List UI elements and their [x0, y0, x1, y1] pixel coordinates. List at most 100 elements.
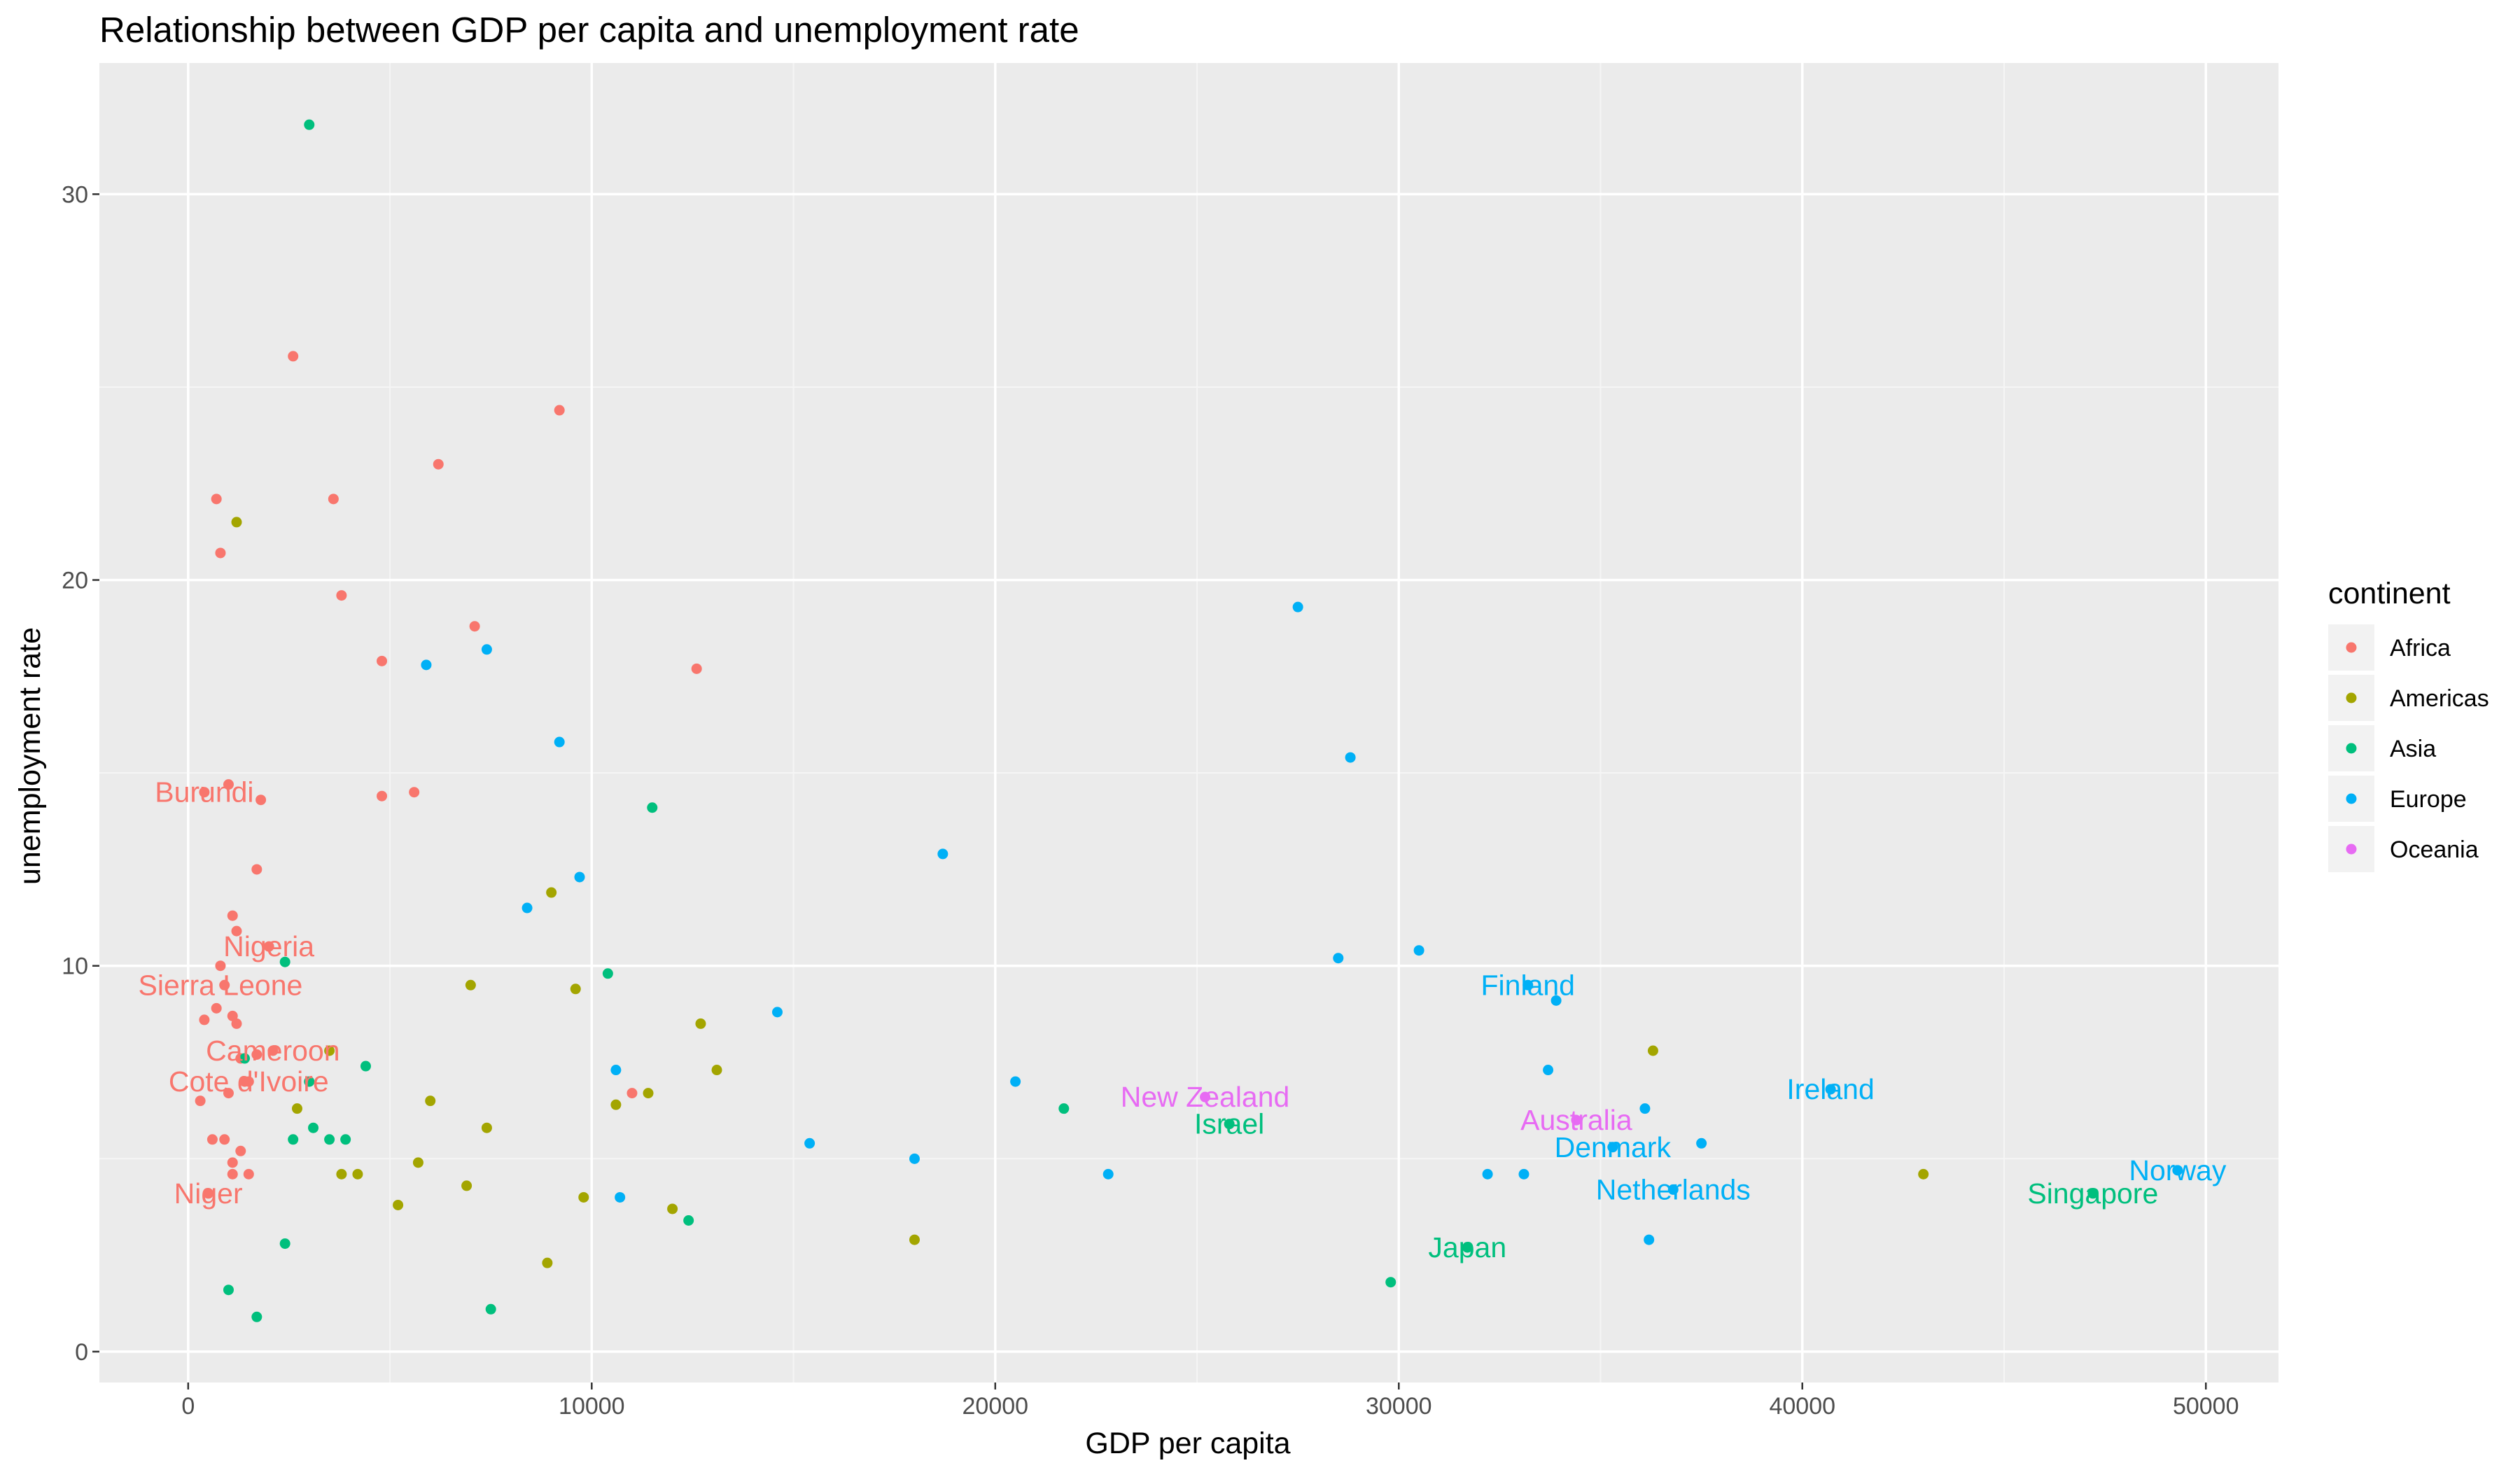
data-point — [1058, 1103, 1070, 1114]
panel-background — [99, 63, 2278, 1382]
data-point — [1543, 1065, 1554, 1076]
data-point — [255, 794, 267, 806]
data-point — [279, 1238, 290, 1250]
point-label: Nigeria — [223, 930, 314, 962]
data-point — [304, 1076, 315, 1087]
data-point — [647, 802, 658, 813]
data-point — [554, 405, 565, 416]
point-label: Niger — [174, 1177, 243, 1210]
data-point — [203, 1188, 214, 1199]
x-axis-title: GDP per capita — [1085, 1427, 1290, 1460]
point-label: Finland — [1481, 969, 1575, 1001]
y-axis: 0 10 20 30 — [62, 181, 99, 1366]
data-point — [412, 1157, 424, 1168]
grid-lines — [99, 63, 2278, 1382]
data-points — [195, 119, 2183, 1322]
x-axis: 0 10000 20000 30000 40000 50000 — [181, 1382, 2239, 1420]
data-point — [1102, 1168, 1114, 1180]
legend-label: Americas — [2390, 685, 2489, 712]
data-point — [308, 1122, 319, 1133]
data-point — [1413, 945, 1424, 956]
data-point — [1918, 1168, 1929, 1180]
data-point — [1200, 1091, 1211, 1102]
data-point — [937, 848, 948, 860]
legend-label: Africa — [2390, 635, 2451, 662]
data-point — [219, 1134, 230, 1145]
point-label: Israel — [1194, 1108, 1264, 1140]
data-point — [199, 787, 210, 798]
data-point — [195, 1096, 206, 1107]
data-point — [570, 983, 581, 995]
data-point — [695, 1018, 706, 1029]
data-point — [610, 1065, 622, 1076]
y-tick-label: 20 — [62, 568, 88, 594]
data-point — [304, 119, 315, 130]
data-point — [1518, 1168, 1530, 1180]
x-tick-label: 30000 — [1366, 1393, 1432, 1420]
y-tick-label: 10 — [62, 953, 88, 980]
data-point — [324, 1045, 335, 1056]
point-label: Cote d'Ivoire — [169, 1065, 329, 1098]
data-point — [711, 1065, 722, 1076]
data-point — [804, 1138, 816, 1149]
data-point — [243, 1076, 254, 1087]
chart-title: Relationship between GDP per capita and … — [99, 10, 1079, 50]
data-point — [1696, 1138, 1707, 1149]
legend-label: Asia — [2390, 736, 2436, 762]
x-tick-label: 20000 — [962, 1393, 1029, 1420]
data-point — [1345, 752, 1356, 763]
legend-label: Europe — [2390, 786, 2467, 813]
data-point — [251, 1311, 262, 1322]
data-point — [1550, 995, 1562, 1006]
data-point — [1333, 953, 1344, 964]
data-point — [227, 910, 238, 921]
data-point — [239, 1053, 251, 1064]
data-point — [643, 1088, 654, 1099]
data-point — [461, 1180, 472, 1191]
data-point — [340, 1134, 351, 1145]
data-point — [263, 941, 274, 952]
point-label: Australia — [1520, 1104, 1632, 1136]
data-point — [2172, 1165, 2183, 1176]
data-point — [231, 1018, 242, 1029]
data-point — [469, 621, 480, 632]
data-point — [223, 779, 234, 790]
data-point — [243, 1168, 254, 1180]
data-point — [279, 956, 290, 967]
data-point — [546, 887, 557, 898]
data-point — [485, 1303, 496, 1315]
data-point — [433, 458, 444, 470]
data-point — [465, 979, 476, 990]
data-point — [1647, 1045, 1658, 1056]
point-label: Burundi — [155, 776, 253, 808]
point-label: Norway — [2129, 1154, 2226, 1186]
data-point — [328, 493, 339, 505]
data-point — [481, 644, 492, 655]
data-point — [1639, 1103, 1651, 1114]
legend-swatch — [2346, 793, 2357, 804]
data-point — [1010, 1076, 1021, 1087]
legend-label: Oceania — [2390, 836, 2479, 863]
data-point — [288, 1134, 299, 1145]
data-point — [574, 872, 585, 883]
data-point — [1667, 1184, 1679, 1195]
y-tick-label: 30 — [62, 181, 88, 208]
y-axis-title: unemployment rate — [13, 627, 47, 885]
point-label: Sierra Leone — [139, 969, 303, 1001]
data-point — [288, 351, 299, 362]
data-point — [1607, 1142, 1618, 1153]
data-point — [578, 1191, 589, 1203]
data-point — [235, 1145, 246, 1156]
data-point — [667, 1203, 678, 1214]
data-point — [554, 736, 565, 748]
data-point — [231, 925, 242, 937]
data-point — [602, 968, 613, 979]
data-point — [522, 902, 533, 913]
legend-title: continent — [2328, 577, 2451, 610]
data-point — [1224, 1119, 1235, 1130]
data-point — [1462, 1242, 1473, 1253]
data-point — [377, 790, 388, 802]
